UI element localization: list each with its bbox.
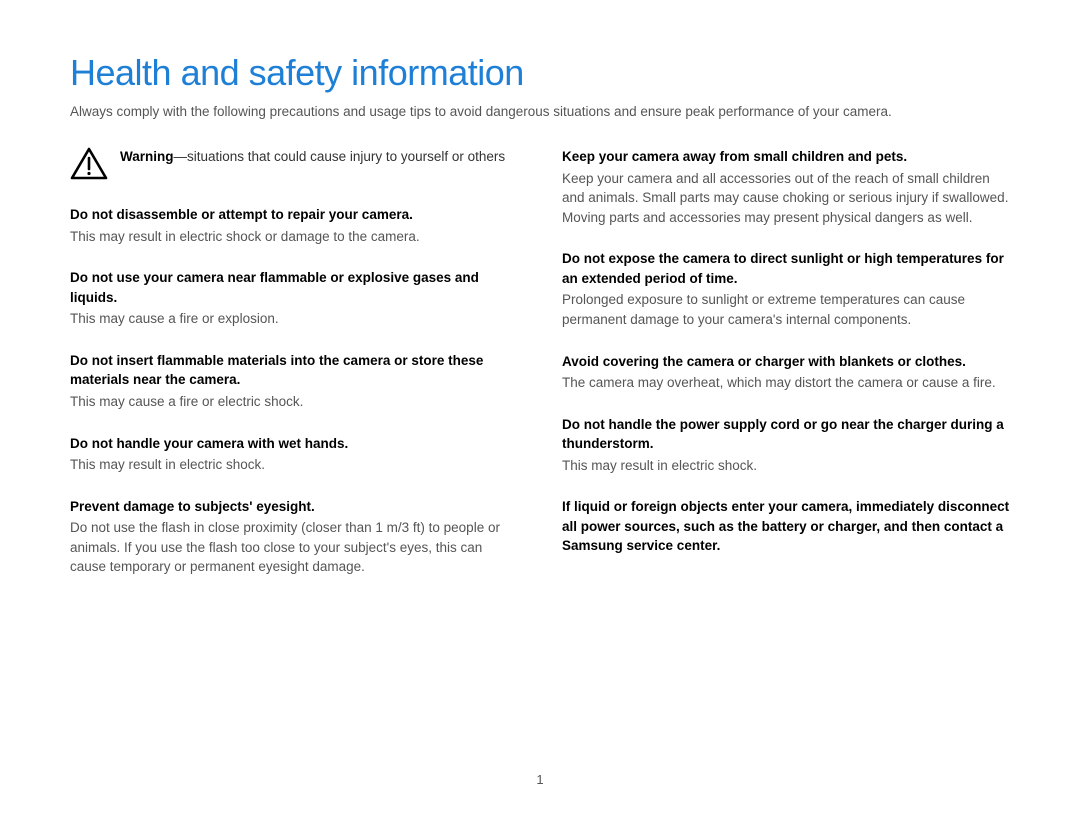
- section-body: This may result in electric shock or dam…: [70, 227, 518, 247]
- section-heading: Do not handle the power supply cord or g…: [562, 415, 1010, 454]
- safety-section: Do not insert flammable materials into t…: [70, 351, 518, 412]
- section-heading: Do not insert flammable materials into t…: [70, 351, 518, 390]
- warning-triangle-icon: [70, 147, 108, 181]
- section-heading: Do not expose the camera to direct sunli…: [562, 249, 1010, 288]
- safety-section: Do not disassemble or attempt to repair …: [70, 205, 518, 246]
- section-body: This may result in electric shock.: [70, 455, 518, 475]
- section-body: This may cause a fire or electric shock.: [70, 392, 518, 412]
- warning-description: —situations that could cause injury to y…: [174, 149, 506, 164]
- section-heading: Do not disassemble or attempt to repair …: [70, 205, 518, 225]
- page-title: Health and safety information: [70, 52, 1010, 94]
- section-body: Keep your camera and all accessories out…: [562, 169, 1010, 228]
- safety-section: Prevent damage to subjects' eyesight.Do …: [70, 497, 518, 577]
- safety-section: Do not expose the camera to direct sunli…: [562, 249, 1010, 329]
- section-heading: Keep your camera away from small childre…: [562, 147, 1010, 167]
- section-body: Prolonged exposure to sunlight or extrem…: [562, 290, 1010, 329]
- safety-section: If liquid or foreign objects enter your …: [562, 497, 1010, 556]
- section-body: The camera may overheat, which may disto…: [562, 373, 1010, 393]
- section-heading: Avoid covering the camera or charger wit…: [562, 352, 1010, 372]
- section-heading: If liquid or foreign objects enter your …: [562, 497, 1010, 556]
- intro-text: Always comply with the following precaut…: [70, 104, 1010, 119]
- safety-section: Do not handle the power supply cord or g…: [562, 415, 1010, 476]
- left-column: Warning—situations that could cause inju…: [70, 147, 518, 599]
- section-heading: Do not use your camera near flammable or…: [70, 268, 518, 307]
- safety-section: Do not handle your camera with wet hands…: [70, 434, 518, 475]
- right-column: Keep your camera away from small childre…: [562, 147, 1010, 599]
- content-columns: Warning—situations that could cause inju…: [70, 147, 1010, 599]
- warning-label: Warning: [120, 149, 174, 164]
- warning-text: Warning—situations that could cause inju…: [120, 147, 505, 166]
- section-heading: Prevent damage to subjects' eyesight.: [70, 497, 518, 517]
- warning-callout: Warning—situations that could cause inju…: [70, 147, 518, 181]
- page-number: 1: [0, 772, 1080, 787]
- section-heading: Do not handle your camera with wet hands…: [70, 434, 518, 454]
- section-body: This may cause a fire or explosion.: [70, 309, 518, 329]
- section-body: This may result in electric shock.: [562, 456, 1010, 476]
- section-body: Do not use the flash in close proximity …: [70, 518, 518, 577]
- safety-section: Avoid covering the camera or charger wit…: [562, 352, 1010, 393]
- safety-section: Keep your camera away from small childre…: [562, 147, 1010, 227]
- safety-section: Do not use your camera near flammable or…: [70, 268, 518, 329]
